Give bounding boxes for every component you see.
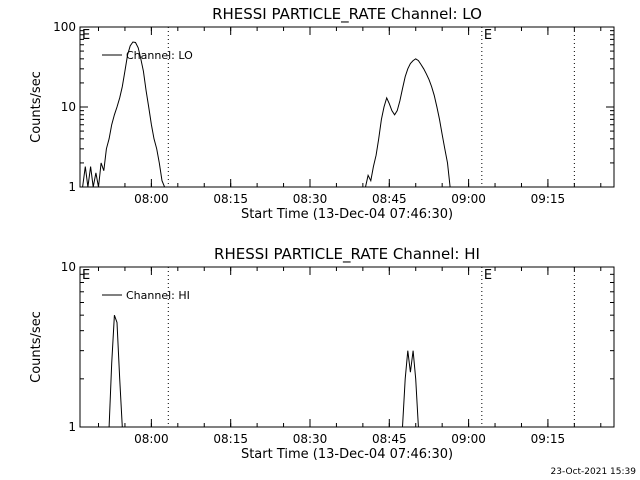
event-marker-label: E bbox=[484, 28, 492, 43]
legend-label: Channel: LO bbox=[126, 49, 193, 62]
x-tick-label: 08:30 bbox=[293, 432, 328, 446]
x-tick-label: 08:00 bbox=[134, 192, 169, 206]
x-tick-label: 09:15 bbox=[531, 192, 566, 206]
x-tick-label: 08:15 bbox=[213, 432, 248, 446]
y-tick-label: 10 bbox=[61, 100, 76, 114]
x-tick-label: 08:45 bbox=[372, 432, 407, 446]
x-tick-label: 09:15 bbox=[531, 432, 566, 446]
event-marker-label: E bbox=[484, 268, 492, 283]
x-tick-label: 09:00 bbox=[451, 192, 486, 206]
x-tick-label: 08:30 bbox=[293, 192, 328, 206]
y-tick-label: 10 bbox=[61, 260, 76, 274]
x-axis-label: Start Time (13-Dec-04 07:46:30) bbox=[241, 207, 453, 222]
y-axis-label: Counts/sec bbox=[29, 71, 44, 143]
series-line bbox=[80, 41, 166, 188]
y-axis-label: Counts/sec bbox=[29, 311, 44, 383]
event-marker-label: E bbox=[82, 28, 90, 43]
series-line bbox=[365, 58, 451, 188]
x-tick-label: 08:00 bbox=[134, 432, 169, 446]
panel-hi: RHESSI PARTICLE_RATE Channel: HI E E 08:00 0… bbox=[29, 245, 615, 462]
x-axis-label: Start Time (13-Dec-04 07:46:30) bbox=[241, 447, 453, 462]
y-tick-label: 1 bbox=[68, 180, 76, 194]
x-tick-label: 08:45 bbox=[372, 192, 407, 206]
legend-label: Channel: HI bbox=[126, 289, 190, 302]
series-line bbox=[402, 350, 419, 428]
plot-frame bbox=[79, 266, 615, 428]
x-tick-label: 09:00 bbox=[451, 432, 486, 446]
chart-title: RHESSI PARTICLE_RATE Channel: HI bbox=[214, 245, 480, 264]
footer-timestamp: 23-Oct-2021 15:39 bbox=[551, 467, 637, 477]
panel-lo: RHESSI PARTICLE_RATE Channel: LOE E08:00 0… bbox=[29, 5, 615, 222]
event-marker-label: E bbox=[82, 268, 90, 283]
x-tick-label: 08:15 bbox=[213, 192, 248, 206]
chart-title: RHESSI PARTICLE_RATE Channel: LO bbox=[212, 5, 482, 24]
series-line bbox=[108, 315, 123, 428]
y-tick-label: 1 bbox=[68, 420, 76, 434]
y-tick-label: 100 bbox=[53, 20, 76, 34]
